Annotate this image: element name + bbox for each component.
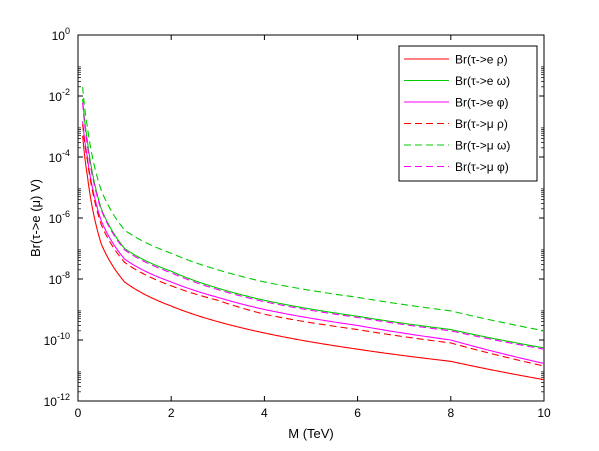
y-tick-label: 100	[52, 26, 70, 43]
series-line	[82, 121, 545, 365]
y-tick-label: 10-8	[49, 270, 70, 287]
x-tick-label: 10	[537, 406, 551, 420]
y-tick-exponent: -8	[62, 270, 70, 280]
series-line	[82, 86, 545, 332]
y-tick-exponent: -12	[57, 392, 70, 402]
legend-label: Br(τ->μ φ)	[455, 160, 509, 174]
series-line	[82, 124, 545, 367]
y-tick-exponent: -4	[62, 148, 70, 158]
series-line	[82, 135, 545, 381]
y-tick-base: 10	[52, 29, 66, 43]
series-lines	[82, 86, 545, 381]
series-line	[82, 98, 545, 349]
legend-label: Br(τ->e ρ)	[455, 53, 508, 67]
y-tick-label: 10-10	[44, 331, 70, 348]
y-tick-base: 10	[44, 334, 58, 348]
legend-label: Br(τ->e ω)	[455, 74, 510, 88]
y-tick-base: 10	[49, 151, 63, 165]
y-tick-label: 10-2	[49, 87, 70, 104]
y-axis-label: Br(τ->e (μ) V)	[28, 179, 43, 257]
y-tick-base: 10	[49, 212, 63, 226]
x-tick-label: 0	[75, 406, 82, 420]
legend-label: Br(τ->μ ω)	[455, 139, 510, 153]
y-tick-base: 10	[49, 273, 63, 287]
y-tick-label: 10-4	[49, 148, 70, 165]
y-tick-exponent: 0	[65, 26, 70, 36]
series-line	[82, 102, 545, 350]
x-tick-label: 4	[261, 406, 268, 420]
x-tick-label: 6	[354, 406, 361, 420]
x-tick-label: 2	[168, 406, 175, 420]
legend-label: Br(τ->e φ)	[455, 96, 509, 110]
y-tick-label: 10-6	[49, 209, 70, 226]
y-tick-exponent: -10	[57, 331, 70, 341]
y-tick-exponent: -6	[62, 209, 70, 219]
y-tick-base: 10	[44, 395, 58, 409]
legend: Br(τ->e ρ) Br(τ->e ω) Br(τ->e φ) Br(τ->μ ρ)…	[398, 45, 538, 182]
legend-box	[398, 45, 538, 182]
y-tick-label: 10-12	[44, 392, 70, 409]
y-tick-exponent: -2	[62, 87, 70, 97]
x-axis-label: M (TeV)	[288, 426, 334, 441]
x-tick-label: 8	[447, 406, 454, 420]
legend-label: Br(τ->μ ρ)	[455, 117, 508, 131]
y-tick-base: 10	[49, 90, 63, 104]
